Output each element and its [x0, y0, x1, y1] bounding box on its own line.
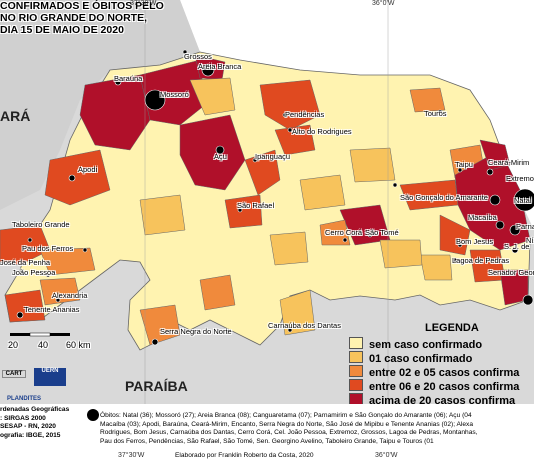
obitos-circle-icon: [87, 409, 99, 421]
city-label: Lagoa de Pedras: [452, 256, 510, 265]
city-label: Ipanguaçu: [255, 152, 291, 161]
city-label: Touros: [424, 109, 447, 118]
city-label: Pau dos Ferros: [22, 244, 74, 253]
city-label: S. J. de: [504, 242, 530, 251]
coord-bottom-right: 36°0'W: [375, 452, 398, 459]
coord-info: rdenadas Geográficas : SIRGAS 2000 SESAP…: [0, 406, 70, 439]
city-label: Extremo: [506, 174, 534, 183]
city-label: Nísia: [526, 236, 534, 245]
circle-tenente-ananias: [16, 311, 24, 319]
legend-item: entre 02 e 05 casos confirma: [349, 365, 519, 379]
city-label: Taboleiro Grande: [12, 220, 70, 229]
scale-bar: [10, 332, 70, 337]
legend-item: 01 caso confirmado: [349, 351, 472, 365]
state-ceara: ARÁ: [0, 108, 31, 124]
legend-item: sem caso confirmado: [349, 337, 482, 351]
city-label: Taipu: [455, 160, 473, 169]
circle-sjm: [511, 246, 519, 254]
coord-bottom-left: 37°30'W: [118, 452, 145, 459]
map-title: CONFIRMADOS E ÓBITOS PELO NO RIO GRANDE …: [0, 0, 164, 36]
circle-sgamarante: [489, 194, 501, 206]
legend-title: LEGENDA: [425, 322, 479, 334]
coord-top-left: 37°30'W: [130, 0, 157, 7]
circle-natal: [513, 188, 534, 212]
city-label: Natal: [514, 196, 532, 205]
city-label: Apodi: [78, 165, 98, 174]
logo-uern: UERN: [34, 368, 66, 386]
circle-barauna: [114, 78, 122, 86]
city-label: Alexandria: [52, 291, 88, 300]
scale-label: 60 km: [66, 340, 91, 350]
scale-label: 40: [38, 340, 49, 350]
city-label: Parna: [516, 222, 534, 231]
legend-item: entre 06 e 20 casos confirma: [349, 379, 519, 393]
circle-parnamirim: [509, 224, 521, 236]
circle-mossoro: [144, 89, 166, 111]
circle-serra-negra: [151, 338, 159, 346]
city-label: Macaíba: [468, 213, 497, 222]
city-label: Grossos: [184, 52, 212, 61]
city-label: Alto do Rodrigues: [292, 127, 352, 136]
city-label: São Rafael: [237, 201, 275, 210]
circle-canguaretama: [522, 294, 534, 306]
city-label: Mossoró: [160, 90, 189, 99]
city-label: Baraúna: [114, 74, 143, 83]
city-label: São Tomé: [365, 228, 399, 237]
circle-macaiba: [495, 220, 505, 230]
state-paraiba: PARAÍBA: [125, 378, 188, 394]
circle-ceara-mirim: [486, 168, 494, 176]
city-label: João Pessoa: [12, 268, 56, 277]
city-label: Tenente Ananias: [24, 305, 80, 314]
city-label: Senador Geor: [488, 268, 534, 277]
scale-label: 20: [8, 340, 19, 350]
city-label: Cerro Corá: [325, 228, 363, 237]
credit: Elaborado por Franklin Roberto da Costa,…: [175, 452, 314, 459]
city-label: José da Penha: [0, 258, 51, 267]
logo-plandites: PLANDITES: [6, 396, 41, 402]
city-label: Açu: [214, 152, 227, 161]
logo-cart: CART: [2, 370, 26, 378]
circle-apodi: [68, 174, 76, 182]
circle-areia-branca: [201, 63, 215, 77]
city-label: Serra Negra do Norte: [160, 327, 232, 336]
city-label: Pendências: [285, 110, 325, 119]
coord-top-right: 36°0'W: [372, 0, 395, 7]
city-label: Bom Jesus: [456, 237, 494, 246]
city-label: Carnaúba dos Dantas: [268, 321, 341, 330]
city-label: Ceará-Mirim: [488, 158, 530, 167]
city-label: Areia Branca: [198, 62, 242, 71]
circle-acu: [215, 145, 225, 155]
city-label: São Gonçalo do Amarante: [400, 193, 488, 202]
obitos-text: Óbitos: Natal (36); Mossoró (27); Areia …: [100, 412, 478, 445]
